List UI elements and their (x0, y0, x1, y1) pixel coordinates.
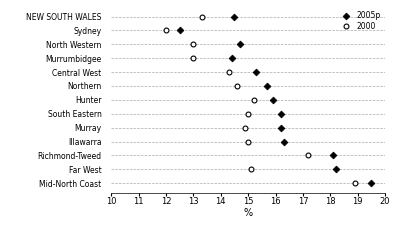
Legend: 2005p, 2000: 2005p, 2000 (338, 11, 381, 32)
X-axis label: %: % (244, 207, 252, 217)
